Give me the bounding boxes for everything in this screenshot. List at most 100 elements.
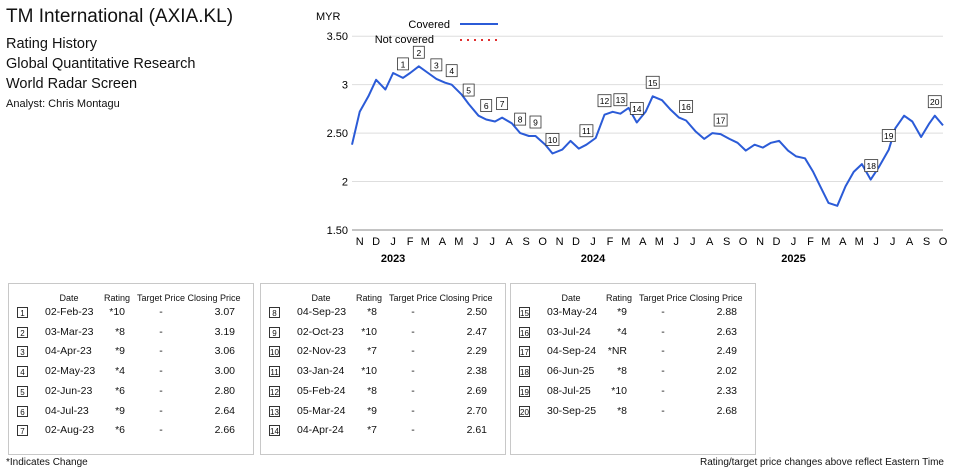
row-number-box: 20 [519, 405, 530, 417]
rating-marker-box [445, 64, 458, 78]
cell-date: 04-Sep-23 [297, 306, 347, 318]
x-year-label: 2025 [781, 253, 805, 265]
rating-marker-box [645, 75, 660, 89]
cell-target: - [159, 325, 163, 338]
row-number-box: 17 [519, 346, 530, 358]
column-header-rating: Rating [103, 293, 130, 303]
column-header-target: Target Price [136, 293, 186, 303]
y-tick-label: 3 [342, 80, 348, 92]
cell-rating: *10 [361, 365, 377, 378]
x-month-label: N [356, 236, 364, 248]
cell-close: 3.00 [214, 365, 235, 378]
y-tick-label: 2.50 [327, 128, 348, 140]
x-month-label: J [791, 236, 797, 248]
table-row: 18 06-Jun-25 *8 - 2.02 [511, 362, 755, 381]
cell-rating: *10 [361, 325, 377, 338]
cell-rating: *9 [617, 306, 627, 318]
cell-close: 3.07 [214, 306, 235, 318]
x-month-label: J [489, 236, 495, 248]
cell-rating: *10 [611, 384, 627, 397]
rating-marker-box [496, 97, 508, 111]
table-row: 15 03-May-24 *9 - 2.88 [511, 303, 755, 322]
cell-close: 2.88 [716, 306, 737, 318]
x-month-label: O [538, 236, 547, 248]
column-header-close: Closing Price [187, 293, 241, 303]
cell-rating: *8 [617, 365, 627, 378]
rating-marker-box [713, 113, 728, 127]
rating-marker-box [679, 100, 694, 113]
rating-marker-box [579, 124, 594, 138]
table-row: 6 04-Jul-23 *9 - 2.64 [9, 402, 253, 421]
x-month-label: M [421, 236, 430, 248]
subtitle-research: Global Quantitative Research [6, 56, 196, 72]
cell-rating: *8 [115, 325, 125, 338]
row-number-box: 18 [519, 366, 530, 378]
row-number-box: 1 [17, 307, 28, 318]
cell-rating: *8 [367, 306, 377, 318]
rating-marker-label: 14 [632, 104, 642, 114]
row-number-box: 9 [269, 326, 280, 338]
cell-date: 02-Nov-23 [297, 345, 347, 358]
cell-rating: *4 [617, 325, 627, 338]
price-line-covered [351, 65, 944, 207]
table-row: 10 02-Nov-23 *7 - 2.29 [261, 342, 505, 361]
cell-close: 2.69 [466, 384, 487, 397]
rating-marker-label: 8 [518, 115, 523, 125]
table-row: 19 08-Jul-25 *10 - 2.33 [511, 382, 755, 401]
rating-marker-label: 19 [884, 131, 894, 141]
cell-date: 03-Mar-23 [45, 325, 94, 338]
rating-marker-label: 11 [582, 126, 591, 136]
x-month-label: M [454, 236, 463, 248]
table-row: 17 04-Sep-24 *NR - 2.49 [511, 342, 755, 361]
x-month-label: J [690, 236, 696, 248]
rating-marker-box [613, 93, 628, 107]
cell-date: 02-Jun-23 [45, 384, 93, 397]
column-header-date: Date [561, 293, 581, 303]
x-month-label: F [807, 236, 814, 248]
rating-marker-box [462, 83, 475, 97]
cell-date: 03-Jan-24 [297, 365, 345, 378]
table-row: 20 30-Sep-25 *8 - 2.68 [511, 402, 755, 421]
table-row: 12 05-Feb-24 *8 - 2.69 [261, 382, 505, 401]
rating-marker-label: 18 [867, 161, 877, 171]
table-row: 1 02-Feb-23 *10 - 3.07 [9, 303, 253, 322]
x-month-label: J [674, 236, 680, 248]
table-row: 2 03-Mar-23 *8 - 3.19 [9, 323, 253, 342]
row-number-box: 12 [269, 385, 280, 397]
cell-rating: *10 [109, 306, 125, 318]
rating-marker-box [480, 99, 493, 112]
x-month-label: D [572, 236, 580, 248]
x-month-label: A [706, 236, 714, 248]
x-year-label: 2024 [581, 253, 606, 265]
row-number-box: 7 [17, 425, 28, 437]
x-month-label: O [739, 236, 748, 248]
row-number-box: 8 [269, 307, 280, 318]
x-month-label: A [639, 236, 647, 248]
cell-rating: *8 [367, 384, 377, 397]
cell-date: 08-Jul-25 [547, 384, 591, 397]
rating-marker-box [514, 112, 527, 126]
rating-marker-label: 17 [716, 116, 726, 126]
row-number-box: 11 [269, 366, 280, 378]
rating-marker-label: 6 [484, 101, 489, 111]
cell-target: - [411, 325, 415, 338]
cell-target: - [661, 325, 665, 338]
rating-marker-box [397, 57, 409, 71]
x-month-label: A [439, 236, 447, 248]
table-row: 7 02-Aug-23 *6 - 2.66 [9, 421, 253, 440]
cell-date: 02-Aug-23 [45, 424, 95, 437]
rating-marker-label: 15 [648, 78, 658, 88]
cell-close: 2.50 [466, 306, 487, 318]
cell-rating: *9 [115, 404, 125, 417]
x-month-label: M [655, 236, 664, 248]
cell-date: 04-Jul-23 [45, 404, 89, 417]
cell-target: - [159, 424, 163, 437]
rating-marker-box [597, 94, 612, 108]
column-header-date: Date [311, 293, 331, 303]
rating-marker-label: 13 [616, 95, 626, 105]
x-month-label: A [906, 236, 914, 248]
table-row: 4 02-May-23 *4 - 3.00 [9, 362, 253, 381]
cell-rating: *9 [367, 404, 377, 417]
cell-target: - [411, 404, 415, 417]
legend-covered-label: Covered [408, 19, 450, 31]
